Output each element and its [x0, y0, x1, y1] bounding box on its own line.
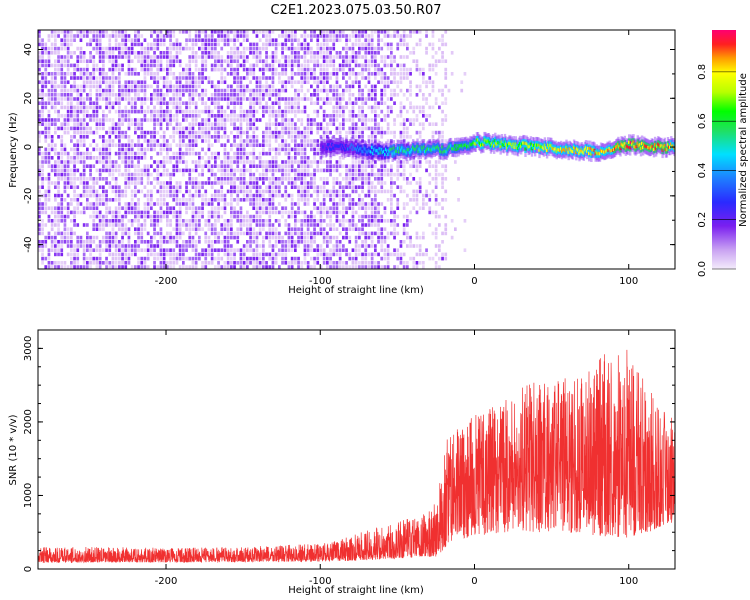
spectrogram-cells: [38, 30, 467, 269]
x-tick-label: 0: [471, 576, 477, 587]
y-tick-label: 0: [23, 144, 34, 150]
snr-x-label: Height of straight line (km): [288, 585, 424, 596]
x-tick-label: -100: [309, 576, 332, 587]
x-tick-label: 100: [619, 576, 638, 587]
y-tick-label: -40: [23, 236, 34, 252]
spectrogram-frame: [37, 29, 676, 270]
y-tick-label: -20: [23, 188, 34, 204]
y-tick-label: 2000: [23, 409, 34, 434]
colorbar-gradient: [712, 30, 736, 269]
y-tick-label: 1000: [23, 483, 34, 508]
colorbar-tick-label: 0.4: [697, 162, 708, 178]
spectrogram-x-label: Height of straight line (km): [288, 285, 424, 296]
colorbar-tick-label: 0.2: [697, 212, 708, 228]
y-tick-label: 3000: [23, 336, 34, 361]
x-tick-label: 0: [471, 276, 477, 287]
spectrogram-x-axis: -200 -100 0 100: [155, 30, 638, 287]
x-tick-label: 100: [619, 276, 638, 287]
colorbar: 0.0 0.2 0.4 0.6 0.8 Normalized spectral ampl…: [697, 30, 749, 277]
snr-panel: -200 -100 0 100 0 1000 2000 3000 Height of str…: [8, 329, 676, 596]
snr-frame: [37, 329, 676, 570]
y-tick-label: 40: [23, 43, 34, 56]
spectrogram-y-axis: -40 -20 0 20 40: [23, 43, 675, 270]
snr-y-axis: 0 1000 2000 3000: [23, 329, 675, 572]
colorbar-axis: 0.0 0.2 0.4 0.6 0.8: [697, 64, 736, 277]
x-tick-label: -100: [309, 276, 332, 287]
snr-x-axis: -200 -100 0 100: [155, 330, 638, 587]
colorbar-tick-label: 0.0: [697, 261, 708, 277]
colorbar-tick-label: 0.6: [697, 113, 708, 129]
x-tick-label: -200: [155, 576, 178, 587]
x-tick-label: -200: [155, 276, 178, 287]
spectrogram-ridge: [320, 131, 675, 163]
colorbar-label: Normalized spectral amplitude: [738, 73, 749, 227]
spectrogram-y-label: Frequency (Hz): [8, 112, 19, 188]
y-tick-label: 0: [23, 566, 34, 572]
colorbar-tick-label: 0.8: [697, 64, 708, 80]
y-tick-label: 20: [23, 92, 34, 105]
figure-title: C2E1.2023.075.03.50.R07: [270, 3, 441, 18]
snr-series-line: [38, 349, 675, 564]
snr-y-label: SNR (10 * v/v): [8, 414, 19, 485]
